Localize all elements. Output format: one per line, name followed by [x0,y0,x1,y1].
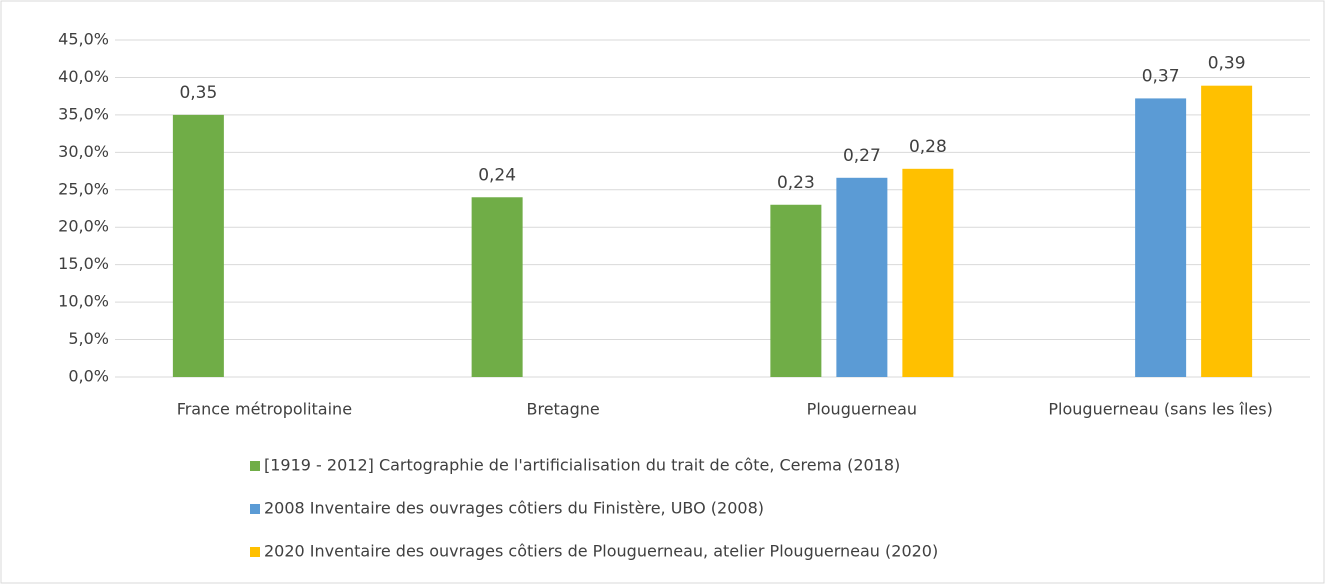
bar [172,114,224,377]
x-tick-label: Plouguerneau (sans les îles) [1048,400,1272,419]
bar [471,197,523,377]
y-tick-label: 20,0% [58,217,109,236]
y-tick-label: 15,0% [58,254,109,273]
bar [836,177,888,377]
data-label: 0,28 [909,137,947,157]
x-tick-label: Plouguerneau [807,400,917,419]
y-tick-label: 40,0% [58,67,109,86]
bar [1201,85,1253,377]
data-label: 0,35 [179,83,217,103]
bar [1135,98,1187,377]
x-tick-label: France métropolitaine [177,400,352,419]
y-tick-label: 5,0% [68,329,109,348]
legend-label: 2008 Inventaire des ouvrages côtiers du … [264,499,764,518]
y-tick-label: 35,0% [58,104,109,123]
legend-swatch [250,504,260,514]
data-label: 0,24 [478,165,516,185]
y-tick-label: 30,0% [58,142,109,161]
bar [902,168,954,377]
y-tick-label: 10,0% [58,292,109,311]
legend-swatch [250,547,260,557]
data-label: 0,23 [777,173,815,193]
y-tick-label: 0,0% [68,367,109,386]
y-tick-label: 25,0% [58,179,109,198]
data-label: 0,39 [1208,54,1246,74]
data-label: 0,37 [1142,66,1180,86]
bar [770,204,822,377]
legend-label: 2020 Inventaire des ouvrages côtiers de … [264,542,938,561]
legend-label: [1919 - 2012] Cartographie de l'artifici… [264,456,900,475]
x-tick-label: Bretagne [526,400,599,419]
data-label: 0,27 [843,146,881,166]
y-tick-label: 45,0% [58,30,109,49]
legend-swatch [250,461,260,471]
